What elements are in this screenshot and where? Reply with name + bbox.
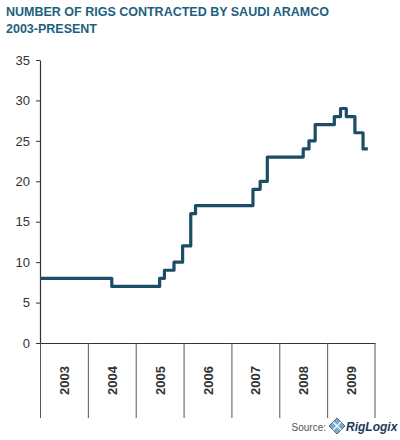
x-tick-label: 2005 bbox=[153, 366, 168, 395]
x-tick-separator bbox=[279, 343, 280, 418]
y-tick-label: 15 bbox=[16, 214, 30, 229]
y-tick: 5 bbox=[23, 295, 40, 310]
y-tick-mark bbox=[36, 100, 40, 101]
x-axis: 2003 2004 2005 2006 2007 2008 2009 bbox=[41, 343, 376, 418]
x-tick-label: 2008 bbox=[296, 366, 311, 395]
y-tick-mark bbox=[36, 181, 40, 182]
x-tick-separator bbox=[136, 343, 137, 418]
y-tick-label: 10 bbox=[16, 255, 30, 270]
x-tick-label: 2009 bbox=[344, 366, 359, 395]
y-tick-label: 20 bbox=[16, 174, 30, 189]
x-tick: 2008 bbox=[280, 343, 311, 418]
source-label: Source: bbox=[292, 422, 326, 433]
y-axis-line bbox=[40, 61, 41, 344]
y-tick-mark bbox=[36, 222, 40, 223]
x-tick-separator bbox=[184, 343, 185, 418]
logo-diamond bbox=[329, 418, 345, 434]
y-tick-label: 30 bbox=[16, 93, 30, 108]
data-line bbox=[40, 109, 368, 287]
x-tick-separator bbox=[88, 343, 89, 418]
x-tick: 2006 bbox=[184, 343, 215, 418]
x-tick-separator bbox=[327, 343, 328, 418]
y-tick: 15 bbox=[16, 214, 40, 229]
y-tick: 0 bbox=[23, 336, 40, 351]
x-tick: 2005 bbox=[136, 343, 167, 418]
x-tick-separator bbox=[40, 343, 41, 418]
source-name: RigLogix bbox=[346, 420, 399, 434]
y-axis: 0 5 10 15 20 25 30 35 bbox=[16, 53, 41, 351]
y-tick-mark bbox=[36, 141, 40, 142]
y-tick-mark bbox=[36, 343, 40, 344]
x-range-end bbox=[375, 343, 376, 418]
y-tick-label: 25 bbox=[16, 134, 30, 149]
plot-area bbox=[40, 109, 368, 287]
y-tick-mark bbox=[36, 60, 40, 61]
subtitle: 2003-PRESENT bbox=[6, 22, 97, 36]
logo-icon bbox=[329, 418, 345, 434]
x-tick-label: 2003 bbox=[57, 366, 72, 395]
x-tick: 2004 bbox=[88, 343, 119, 418]
x-tick: 2007 bbox=[232, 343, 263, 418]
x-tick: 2009 bbox=[328, 343, 359, 418]
y-tick: 25 bbox=[16, 134, 40, 149]
y-tick: 35 bbox=[16, 53, 40, 68]
chart: NUMBER OF RIGS CONTRACTED BY SAUDI ARAMC… bbox=[0, 0, 400, 440]
y-tick-label: 5 bbox=[23, 295, 30, 310]
x-tick-label: 2007 bbox=[248, 366, 263, 395]
y-tick-mark bbox=[36, 303, 40, 304]
x-tick-label: 2004 bbox=[105, 365, 120, 395]
x-axis-line bbox=[41, 343, 376, 344]
y-tick: 30 bbox=[16, 93, 40, 108]
y-tick: 10 bbox=[16, 255, 40, 270]
y-tick: 20 bbox=[16, 174, 40, 189]
title: NUMBER OF RIGS CONTRACTED BY SAUDI ARAMC… bbox=[6, 5, 329, 19]
x-tick-label: 2006 bbox=[201, 366, 216, 395]
y-tick-label: 0 bbox=[23, 336, 30, 351]
x-tick: 2003 bbox=[41, 343, 72, 418]
y-tick-label: 35 bbox=[16, 53, 30, 68]
x-tick-separator bbox=[231, 343, 232, 418]
y-tick-mark bbox=[36, 262, 40, 263]
logo-cross bbox=[333, 422, 341, 430]
